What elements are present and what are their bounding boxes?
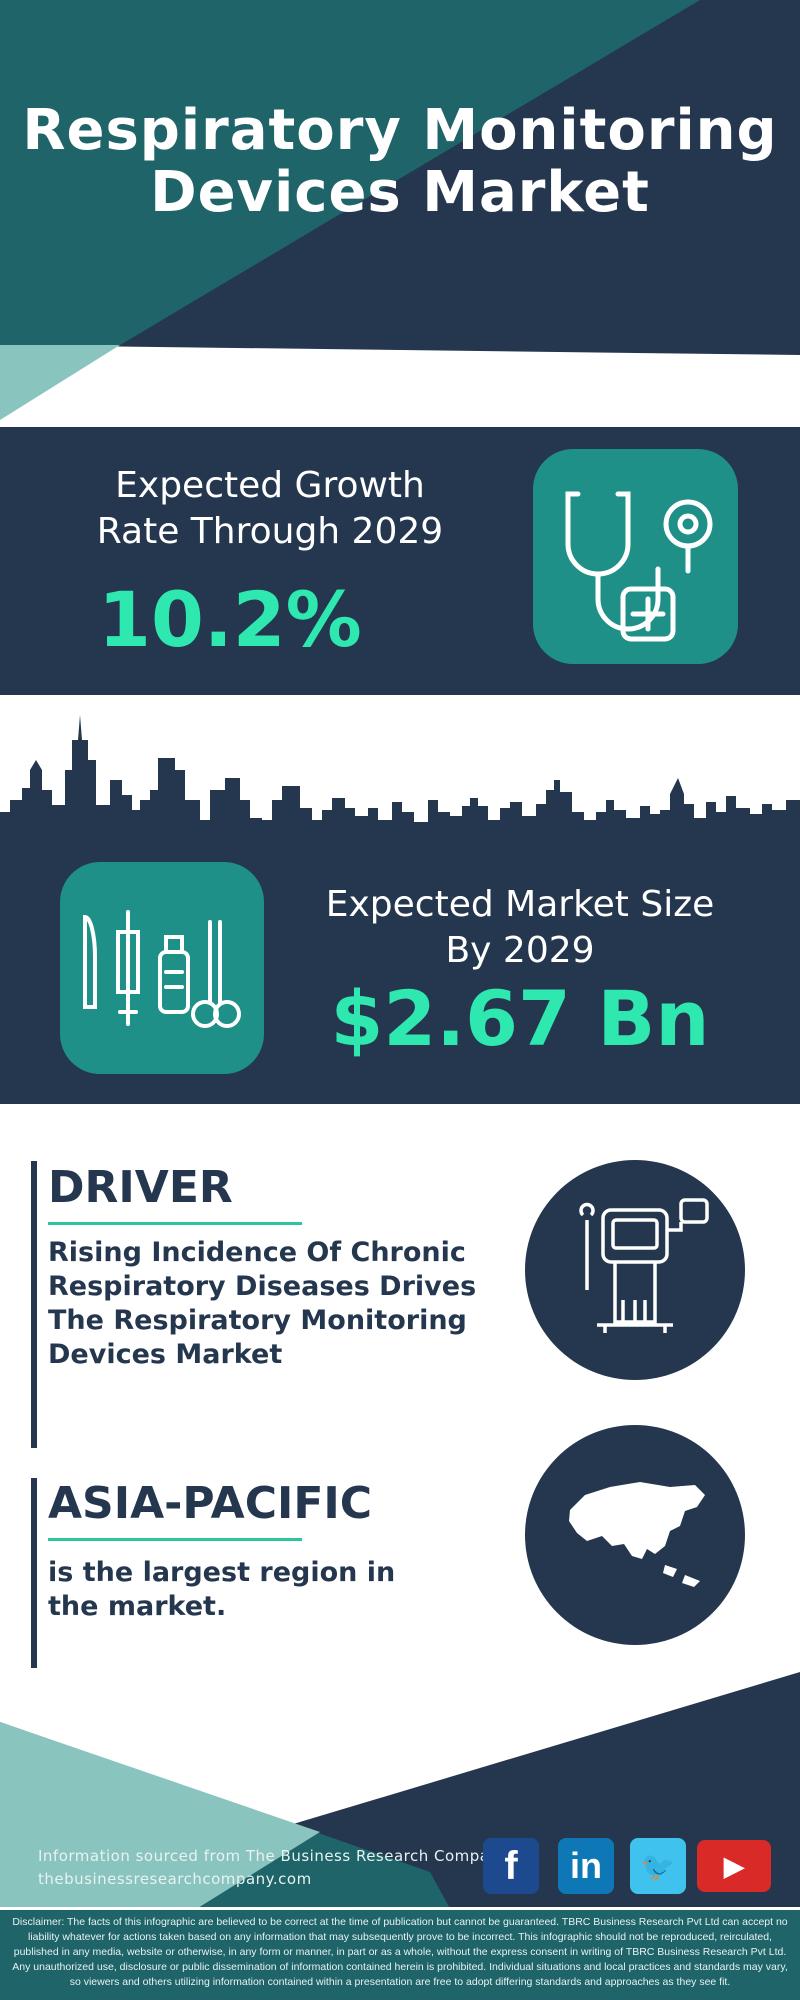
twitter-icon[interactable]: 🐦 bbox=[630, 1838, 686, 1894]
growth-panel: Expected Growth Rate Through 2029 10.2% bbox=[0, 427, 800, 695]
page-title: Respiratory Monitoring Devices Market bbox=[22, 98, 778, 225]
footer-background bbox=[0, 1672, 800, 2000]
driver-accent-bar bbox=[31, 1161, 37, 1448]
market-size-value: $2.67 Bn bbox=[330, 974, 710, 1063]
website-link[interactable]: thebusinessresearchcompany.com bbox=[38, 1870, 312, 1888]
disclaimer: Disclaimer: The facts of this infographi… bbox=[12, 1916, 788, 1988]
stethoscope-icon bbox=[533, 449, 738, 664]
region-text: is the largest region in the market. bbox=[48, 1557, 396, 1622]
asia-map-icon bbox=[525, 1425, 745, 1645]
youtube-icon[interactable]: ▶ bbox=[697, 1840, 771, 1892]
source-text: Information sourced from The Business Re… bbox=[38, 1847, 509, 1865]
driver-underline bbox=[48, 1222, 302, 1225]
facebook-icon[interactable]: f bbox=[483, 1838, 539, 1894]
linkedin-icon[interactable]: in bbox=[558, 1838, 614, 1894]
region-accent-bar bbox=[31, 1478, 37, 1668]
growth-value: 10.2% bbox=[98, 575, 362, 664]
medical-instruments-icon bbox=[60, 862, 264, 1074]
driver-heading: DRIVER bbox=[48, 1162, 233, 1213]
market-size-label: Expected Market Size By 2029 bbox=[325, 884, 715, 971]
growth-label: Expected Growth Rate Through 2029 bbox=[96, 465, 444, 552]
region-heading: ASIA-PACIFIC bbox=[48, 1478, 373, 1529]
header-background bbox=[0, 0, 800, 425]
market-size-panel: Expected Market Size By 2029 $2.67 Bn bbox=[0, 842, 800, 1104]
region-underline bbox=[48, 1538, 302, 1541]
ventilator-icon bbox=[525, 1160, 745, 1380]
driver-text: Rising Incidence Of Chronic Respiratory … bbox=[48, 1237, 477, 1370]
city-skyline bbox=[0, 715, 800, 842]
